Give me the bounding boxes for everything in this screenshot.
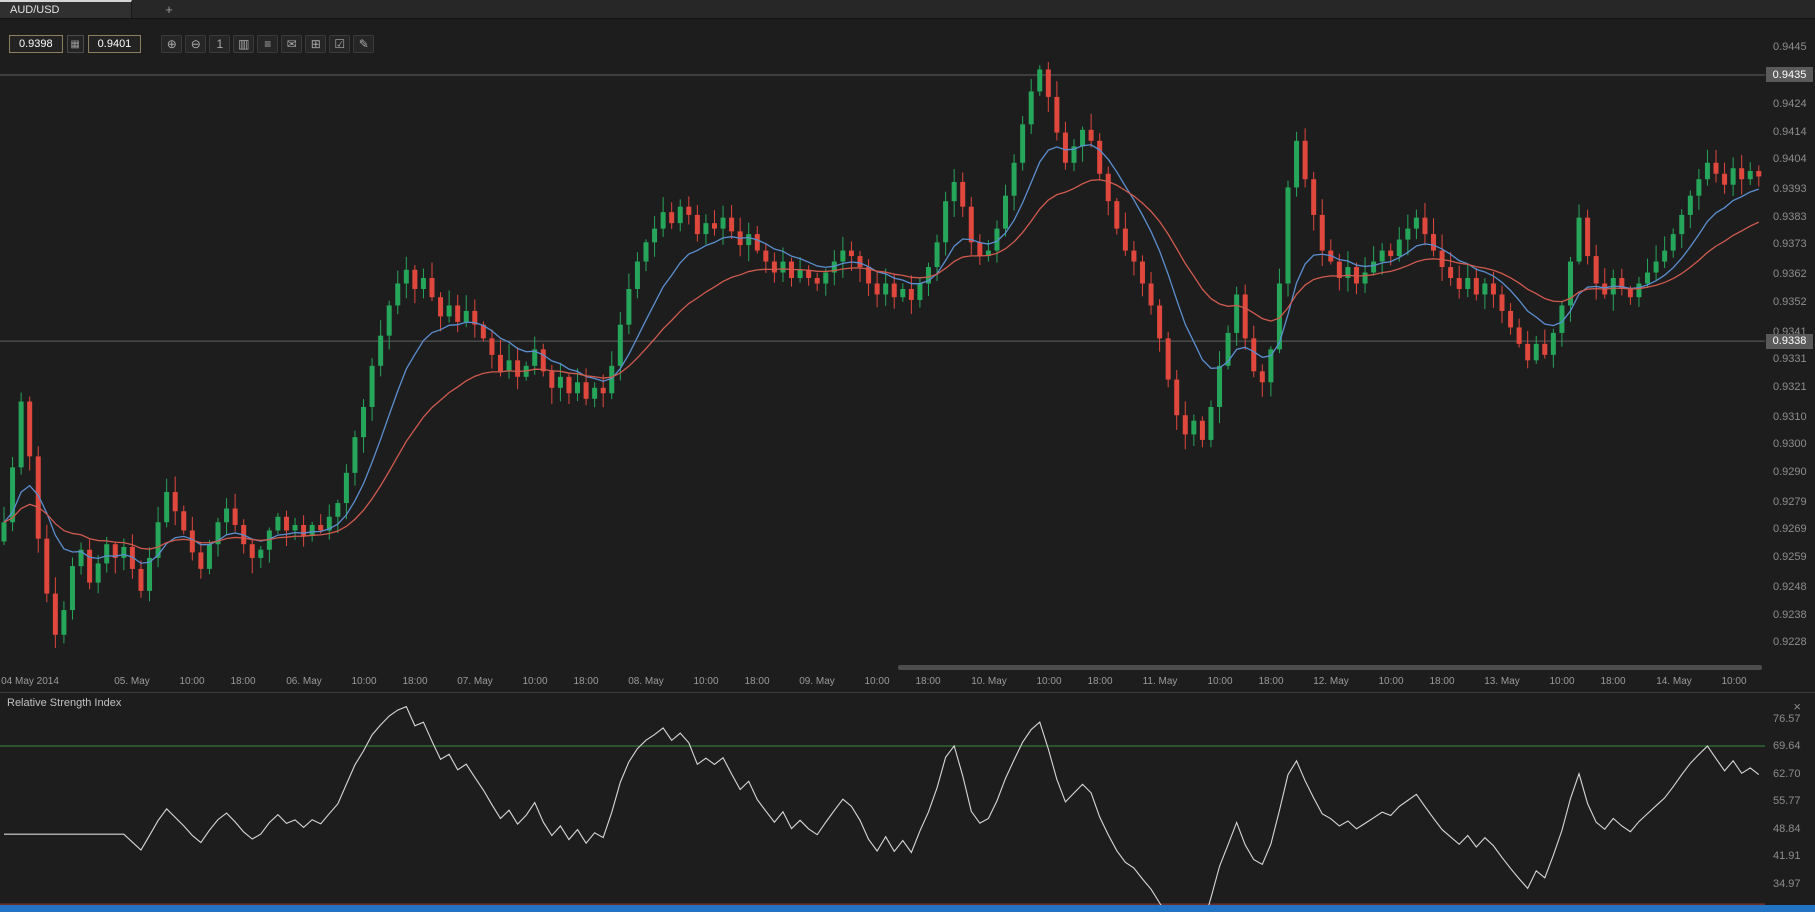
time-tick: 10:00 bbox=[693, 676, 719, 687]
time-tick: 10:00 bbox=[1207, 676, 1233, 687]
link-chart-icon[interactable]: ⊞ bbox=[305, 35, 327, 53]
time-tick: 14. May bbox=[1656, 676, 1692, 687]
draw-icon[interactable]: ✎ bbox=[353, 35, 375, 53]
time-tick: 13. May bbox=[1484, 676, 1520, 687]
tab-bar: AUD/USD + bbox=[0, 0, 1815, 19]
rsi-tick: 34.97 bbox=[1773, 877, 1801, 890]
panel-separator[interactable] bbox=[0, 692, 1815, 693]
rsi-panel-title: Relative Strength Index bbox=[7, 697, 122, 709]
rsi-close-icon[interactable]: × bbox=[1793, 699, 1801, 714]
price-line-badge: 0.9435 bbox=[1766, 67, 1813, 83]
price-tick: 0.9373 bbox=[1773, 238, 1807, 251]
zoom-in-icon[interactable]: ⊕ bbox=[161, 35, 183, 53]
time-tick: 05. May bbox=[114, 676, 150, 687]
price-axis[interactable]: 0.9445 0.9435 0.9424 0.9414 0.9404 0.9393 0.93… bbox=[1765, 0, 1815, 912]
price-line-badge: 0.9338 bbox=[1766, 333, 1813, 349]
time-tick: 18:00 bbox=[230, 676, 256, 687]
price-tick: 0.9300 bbox=[1773, 438, 1807, 451]
price-tick: 0.9279 bbox=[1773, 496, 1807, 509]
time-tick: 07. May bbox=[457, 676, 493, 687]
price-tick: 0.9424 bbox=[1773, 98, 1807, 111]
price-tick: 0.9383 bbox=[1773, 210, 1807, 223]
tab-audusd[interactable]: AUD/USD bbox=[0, 0, 132, 18]
price-tick: 0.9362 bbox=[1773, 268, 1807, 281]
buy-price-button[interactable]: 0.9401 bbox=[87, 35, 142, 53]
new-tab-button[interactable]: + bbox=[156, 0, 182, 18]
time-tick: 04 May 2014 bbox=[1, 676, 59, 687]
tab-label: AUD/USD bbox=[10, 4, 60, 16]
rsi-tick: 69.64 bbox=[1773, 740, 1801, 753]
price-tick: 0.9393 bbox=[1773, 183, 1807, 196]
quote-grid-icon[interactable]: ▦ bbox=[66, 35, 84, 53]
price-tick: 0.9238 bbox=[1773, 608, 1807, 621]
price-tick: 0.9404 bbox=[1773, 153, 1807, 165]
time-tick: 10:00 bbox=[1378, 676, 1404, 687]
price-tick: 0.9445 bbox=[1773, 40, 1807, 53]
plus-icon: + bbox=[165, 1, 173, 17]
price-tick: 0.9321 bbox=[1773, 380, 1807, 393]
time-tick: 18:00 bbox=[1258, 676, 1284, 687]
zoom-out-icon[interactable]: ⊖ bbox=[185, 35, 207, 53]
rsi-tick: 41.91 bbox=[1773, 850, 1801, 863]
chart-style-icon[interactable]: ▥ bbox=[233, 35, 255, 53]
rsi-tick: 55.77 bbox=[1773, 795, 1801, 808]
time-tick: 06. May bbox=[286, 676, 322, 687]
period-icon[interactable]: 1 bbox=[209, 35, 231, 53]
time-tick: 10:00 bbox=[179, 676, 205, 687]
objects-list-icon[interactable]: ☑ bbox=[329, 35, 351, 53]
time-tick: 10:00 bbox=[1036, 676, 1062, 687]
price-tick: 0.9269 bbox=[1773, 523, 1807, 536]
time-tick: 08. May bbox=[628, 676, 664, 687]
time-tick: 12. May bbox=[1313, 676, 1349, 687]
time-tick: 18:00 bbox=[1600, 676, 1626, 687]
time-tick: 18:00 bbox=[744, 676, 770, 687]
rsi-tick: 62.70 bbox=[1773, 767, 1801, 780]
price-tick: 0.9310 bbox=[1773, 410, 1807, 423]
price-tick: 0.9331 bbox=[1773, 353, 1807, 366]
time-axis[interactable]: 04 May 2014 05. May 10:00 18:00 06. May 10:00… bbox=[0, 676, 1765, 690]
price-tick: 0.9259 bbox=[1773, 550, 1807, 563]
time-tick: 11. May bbox=[1142, 676, 1178, 687]
price-tick: 0.9290 bbox=[1773, 465, 1807, 478]
toolbar-buttons: ⊕ ⊖ 1 ▥ ≡ ✉ ⊞ ☑ ✎ bbox=[161, 35, 375, 53]
chart-toolbar: 0.9398 ▦ 0.9401 ⊕ ⊖ 1 ▥ ≡ ✉ ⊞ ☑ ✎ bbox=[9, 35, 375, 53]
price-tick: 0.9414 bbox=[1773, 125, 1807, 138]
time-tick: 09. May bbox=[799, 676, 835, 687]
sell-price-button[interactable]: 0.9398 bbox=[9, 35, 63, 53]
chart-scrollbar[interactable] bbox=[898, 665, 1762, 670]
time-tick: 18:00 bbox=[402, 676, 428, 687]
templates-icon[interactable]: ≡ bbox=[257, 35, 279, 53]
rsi-tick: 76.57 bbox=[1773, 713, 1801, 725]
time-tick: 10:00 bbox=[351, 676, 377, 687]
price-tick: 0.9248 bbox=[1773, 581, 1807, 594]
time-tick: 18:00 bbox=[1429, 676, 1455, 687]
time-tick: 18:00 bbox=[1087, 676, 1113, 687]
alerts-icon[interactable]: ✉ bbox=[281, 35, 303, 53]
time-tick: 10:00 bbox=[864, 676, 890, 687]
time-tick: 18:00 bbox=[573, 676, 599, 687]
time-tick: 10. May bbox=[971, 676, 1007, 687]
time-tick: 18:00 bbox=[915, 676, 941, 687]
rsi-tick: 48.84 bbox=[1773, 822, 1801, 835]
time-tick: 10:00 bbox=[1549, 676, 1575, 687]
time-tick: 10:00 bbox=[522, 676, 548, 687]
price-tick: 0.9228 bbox=[1773, 635, 1807, 648]
bottom-accent-bar bbox=[0, 905, 1815, 912]
price-tick: 0.9352 bbox=[1773, 295, 1807, 308]
time-tick: 10:00 bbox=[1721, 676, 1747, 687]
